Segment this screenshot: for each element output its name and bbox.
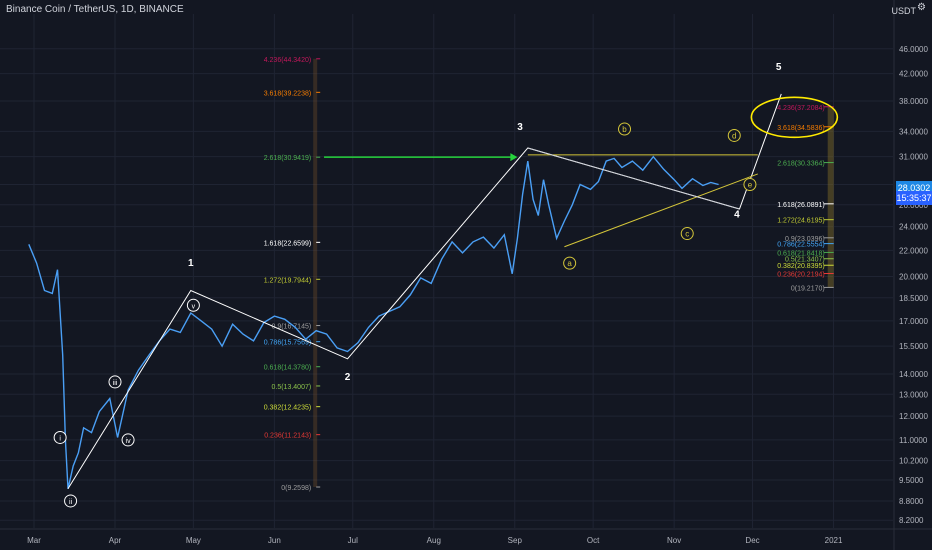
- fib-right-label: 0.618(21.8418): [777, 250, 824, 257]
- x-tick-label: Sep: [508, 536, 523, 545]
- target-arrow-head: [510, 153, 518, 162]
- sub-wave-circle: [64, 494, 78, 508]
- x-tick-label: Mar: [27, 536, 41, 545]
- y-tick-label: 46.0000: [899, 45, 928, 54]
- fib-right-label: 2.618(30.3364): [777, 161, 824, 168]
- y-tick-label: 31.0000: [899, 153, 928, 162]
- x-tick-label: Nov: [667, 536, 681, 545]
- fib-left-label: 4.236(44.3420): [264, 57, 311, 64]
- y-tick-label: 8.8000: [899, 497, 924, 506]
- wave-label: 1: [188, 258, 194, 269]
- fib-right-label: 0(19.2170): [791, 285, 825, 292]
- abc-wave-circle: [727, 128, 741, 142]
- fib-right-label: 4.236(37.2084): [777, 105, 824, 112]
- settings-icon[interactable]: ⚙: [917, 2, 926, 13]
- sub-wave-label: ii: [69, 499, 73, 506]
- y-tick-label: 17.0000: [899, 317, 928, 326]
- fib-right-label: 1.272(24.6195): [777, 218, 824, 225]
- sub-wave-label: v: [192, 303, 196, 310]
- fib-right-label: 0.236(20.2194): [777, 272, 824, 279]
- target-highlight-ellipse: [750, 96, 839, 139]
- sub-wave-circle: [108, 375, 122, 389]
- y-tick-label: 8.2000: [899, 516, 924, 525]
- axis-unit-label: USDT: [891, 6, 917, 16]
- wave-label: 2: [345, 372, 351, 383]
- abc-wave-label: b: [622, 125, 627, 134]
- y-tick-label: 10.2000: [899, 457, 928, 466]
- y-tick-label: 9.5000: [899, 476, 924, 485]
- x-tick-label: May: [186, 536, 201, 545]
- y-tick-label: 38.0000: [899, 97, 928, 106]
- fib-left-label: 0.382(12.4235): [264, 405, 311, 412]
- fib-right-label: 0.382(20.8395): [777, 263, 824, 270]
- y-tick-label: 18.5000: [899, 294, 928, 303]
- fib-left-label: 2.618(30.9419): [264, 155, 311, 162]
- wave-label: 3: [517, 122, 523, 133]
- y-tick-label: 15.5000: [899, 342, 928, 351]
- wave-3-4-line: [527, 147, 740, 210]
- sub-wave-label: iii: [113, 380, 118, 387]
- x-tick-label: Oct: [587, 536, 600, 545]
- y-tick-label: 20.0000: [899, 272, 928, 281]
- abc-wave-label: c: [685, 230, 689, 239]
- wave-label: 4: [734, 210, 740, 221]
- symbol-title: Binance Coin / TetherUS, 1D, BINANCE: [6, 4, 184, 15]
- sub-wave-label: iv: [126, 438, 132, 445]
- x-tick-label: Aug: [427, 536, 441, 545]
- fib-left-band: [313, 58, 318, 488]
- y-tick-label: 34.0000: [899, 127, 928, 136]
- fib-left-label: 0.5(13.4007): [271, 384, 311, 391]
- x-tick-label: 2021: [825, 536, 843, 545]
- fib-right-label: 3.618(34.5836): [777, 125, 824, 132]
- countdown-tag: 15:35:37: [896, 191, 932, 205]
- sub-wave-label: i: [59, 435, 61, 442]
- sub-wave-circle: [121, 433, 135, 447]
- x-tick-label: Apr: [109, 536, 122, 545]
- fib-right-label: 1.618(26.0891): [777, 202, 824, 209]
- abc-wave-circle: [618, 122, 632, 136]
- price-series-line: [28, 155, 719, 489]
- fib-left-label: 0(9.2598): [281, 485, 311, 492]
- y-tick-label: 12.0000: [899, 412, 928, 421]
- sub-wave-circle: [186, 298, 200, 312]
- fib-left-label: 0.618(14.3780): [264, 365, 311, 372]
- fib-right-band: [827, 106, 834, 288]
- x-tick-label: Jun: [268, 536, 281, 545]
- fib-right-label: 0.786(22.5554): [777, 242, 824, 249]
- fib-right-label: 0.5(21.3407): [785, 257, 825, 264]
- fib-left-label: 1.618(22.6599): [264, 240, 311, 247]
- abc-wave-label: e: [748, 180, 753, 189]
- abc-wave-label: a: [567, 259, 572, 268]
- y-tick-label: 42.0000: [899, 70, 928, 79]
- triangle-lower-line: [564, 173, 758, 248]
- fib-left-label: 3.618(39.2238): [264, 90, 311, 97]
- y-tick-label: 13.0000: [899, 390, 928, 399]
- y-tick-label: 24.0000: [899, 223, 928, 232]
- sub-wave-circle: [53, 430, 67, 444]
- fib-right-label: 0.9(23.0396): [785, 236, 825, 243]
- y-tick-label: 26.0000: [899, 201, 928, 210]
- fib-left-label: 0.236(11.2143): [264, 433, 311, 440]
- fib-left-label: 0.9(16.7145): [271, 324, 311, 331]
- fib-left-label: 0.786(15.7569): [264, 340, 311, 347]
- x-tick-label: Jul: [348, 536, 358, 545]
- x-tick-label: Dec: [745, 536, 759, 545]
- y-tick-label: 11.0000: [899, 436, 928, 445]
- abc-wave-circle: [563, 256, 577, 270]
- wave-label: 5: [776, 62, 782, 73]
- abc-wave-label: d: [732, 131, 736, 140]
- y-tick-label: 22.0000: [899, 246, 928, 255]
- y-tick-label: 14.0000: [899, 370, 928, 379]
- abc-wave-circle: [680, 227, 694, 241]
- fib-left-label: 1.272(19.7944): [264, 277, 311, 284]
- abc-wave-circle: [743, 177, 757, 191]
